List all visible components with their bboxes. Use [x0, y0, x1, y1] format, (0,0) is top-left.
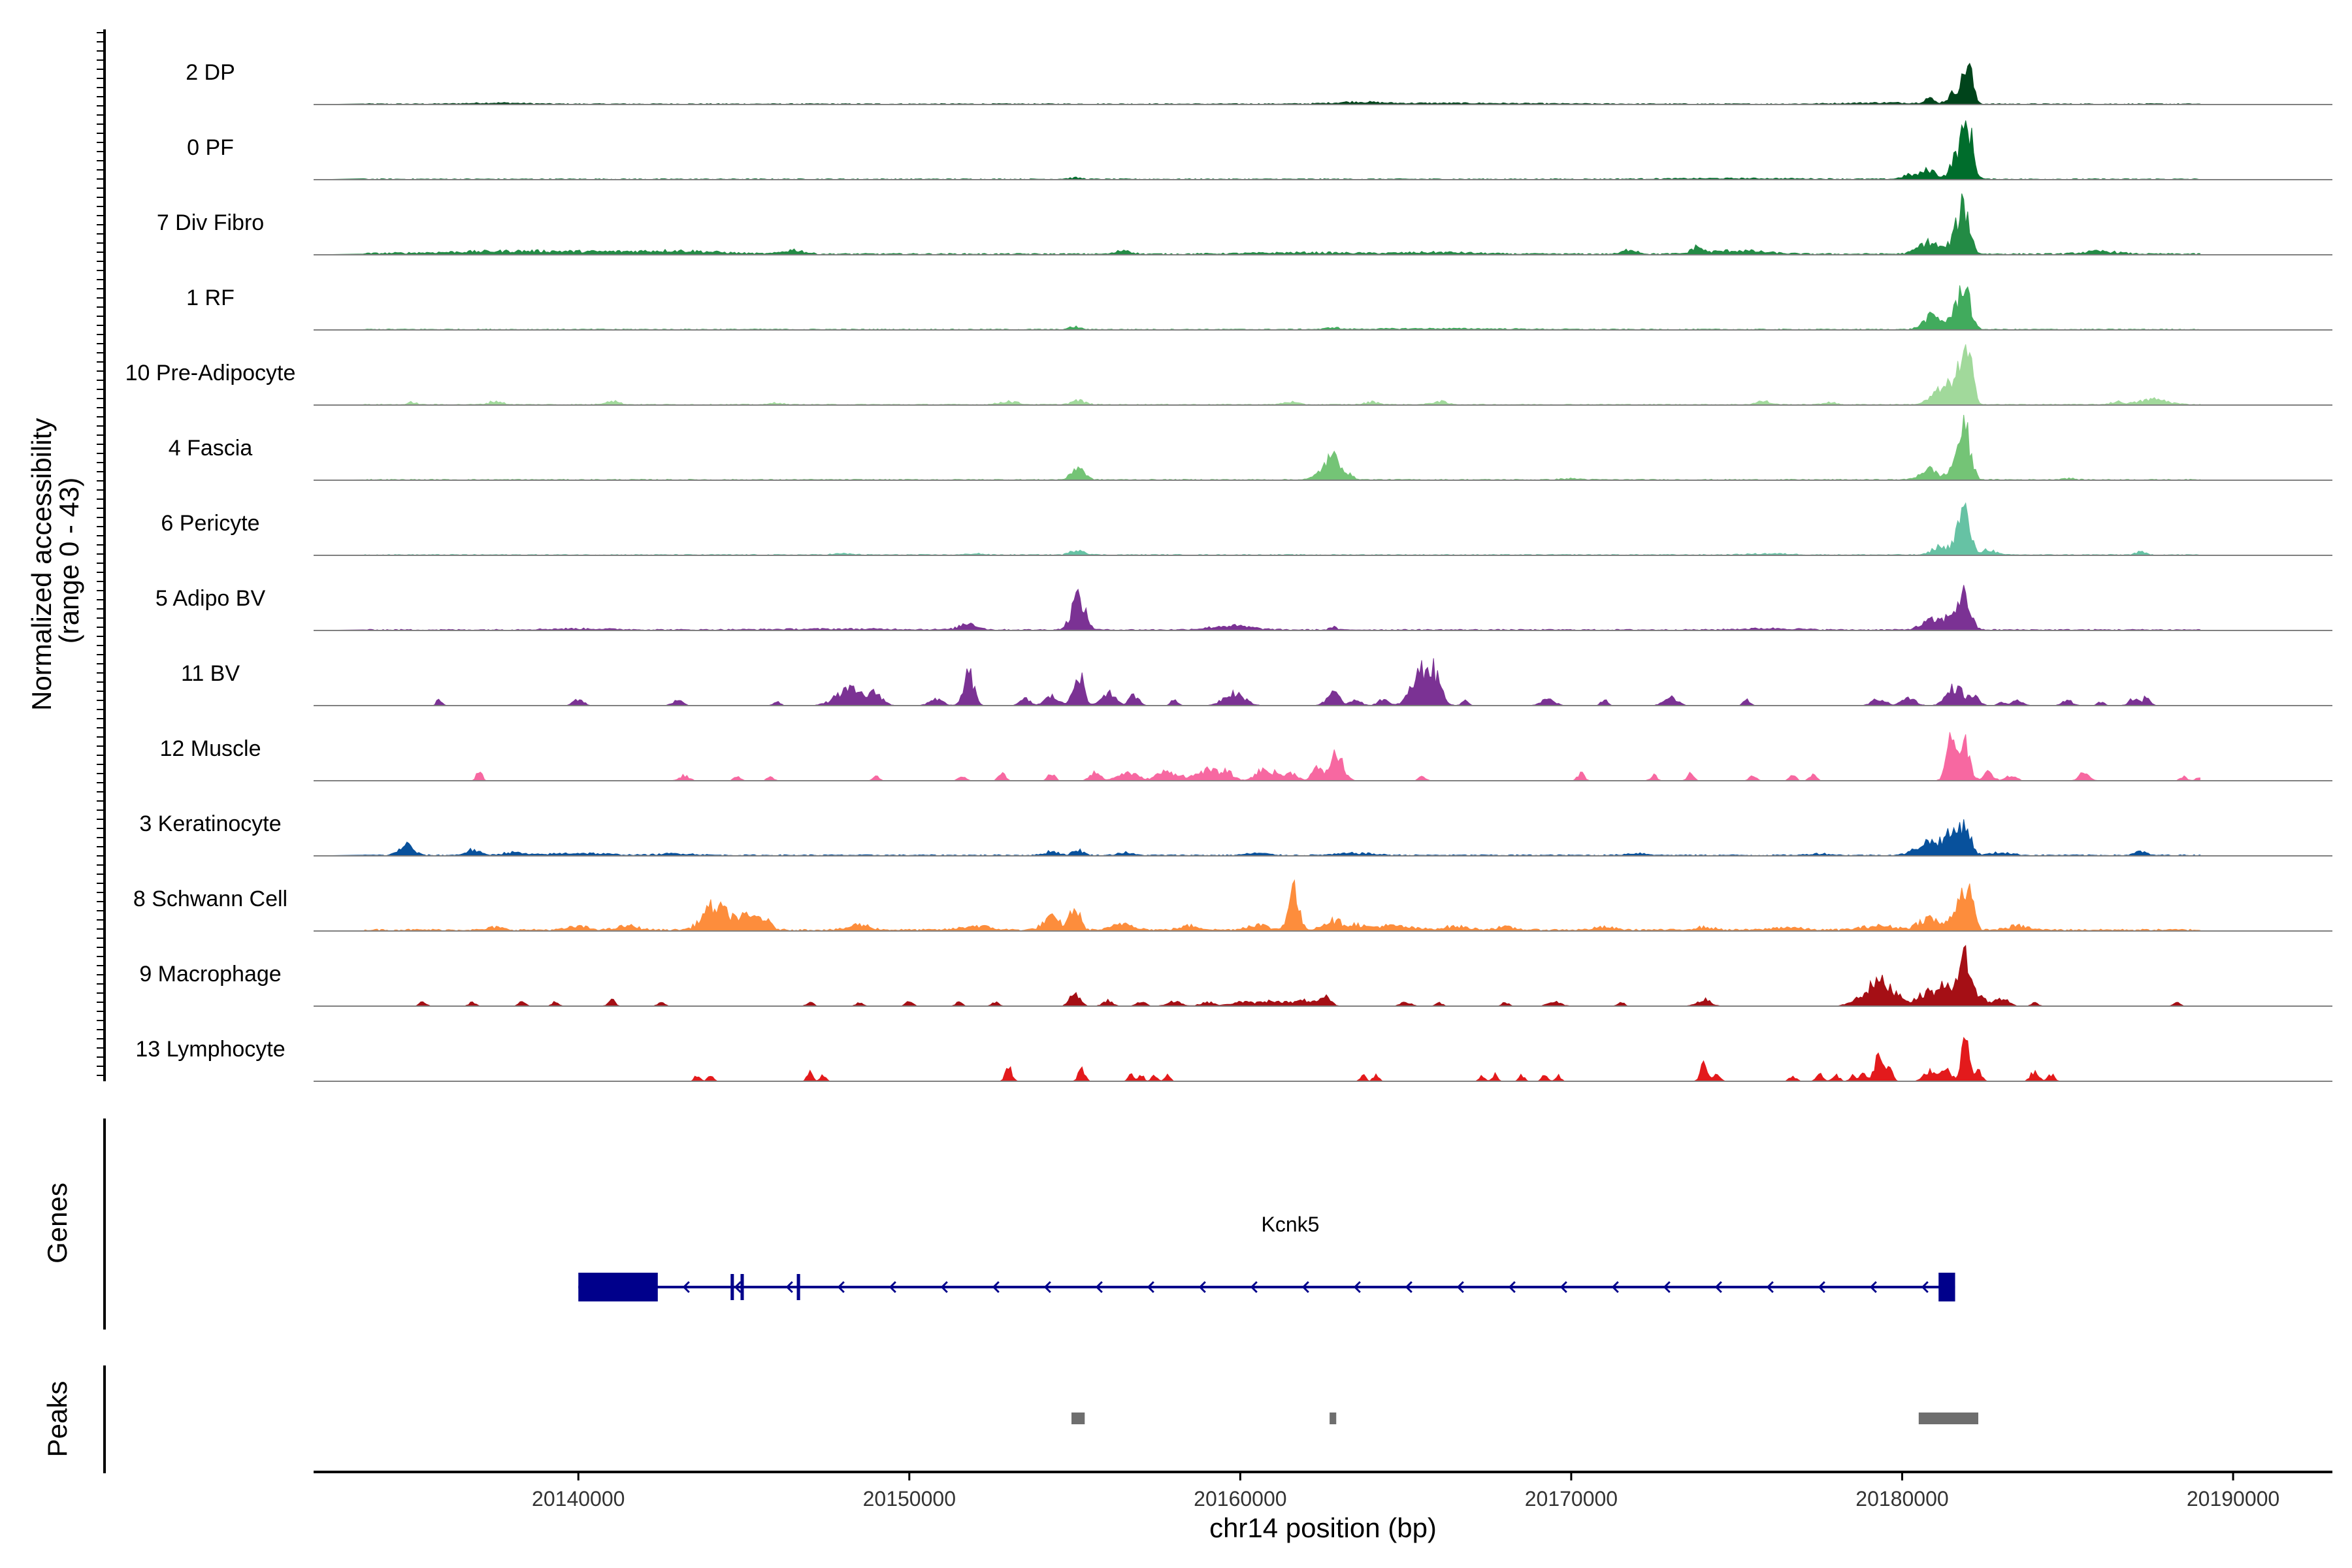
strand-arrow — [1766, 1281, 1774, 1294]
strand-arrow — [1353, 1281, 1361, 1294]
x-axis-title: chr14 position (bp) — [1209, 1512, 1437, 1543]
y-axis-title-line1: Normalized accessibility — [26, 418, 57, 711]
coverage-area-track-13 — [314, 945, 2200, 1007]
track-12 — [314, 879, 2332, 932]
track-label-2: 0 PF — [187, 135, 234, 160]
x-tick-label: 20170000 — [1525, 1487, 1618, 1511]
x-tick-label: 20140000 — [532, 1487, 625, 1511]
strand-arrow — [1663, 1281, 1671, 1294]
track-10 — [314, 732, 2332, 781]
y-axis-title: Normalized accessibility (range 0 - 43) — [26, 410, 84, 711]
coverage-area-track-1 — [313, 62, 2200, 105]
track-6 — [313, 414, 2332, 481]
track-label-4: 1 RF — [186, 286, 235, 310]
peak-region-1 — [1071, 1413, 1085, 1424]
strand-arrow — [1508, 1281, 1516, 1294]
track-1 — [313, 62, 2332, 105]
strand-arrow — [1198, 1281, 1206, 1294]
strand-arrow — [992, 1281, 1000, 1294]
strand-arrow — [682, 1281, 690, 1294]
x-axis-ticks: 20140000 20150000 20160000 20170000 20180000… — [532, 1472, 2279, 1511]
peak-region-2 — [1330, 1413, 1337, 1424]
strand-arrow — [1560, 1281, 1567, 1294]
strand-arrow — [1301, 1281, 1309, 1294]
coverage-area-track-9 — [314, 658, 2200, 706]
strand-arrow — [1921, 1281, 1929, 1294]
coverage-area-track-4 — [313, 285, 2200, 331]
strand-arrow — [1818, 1281, 1825, 1294]
track-label-7: 6 Pericyte — [161, 511, 259, 536]
strand-arrow — [940, 1281, 948, 1294]
track-label-10: 12 Muscle — [160, 736, 261, 761]
y-axis-title-line2: (range 0 - 43) — [54, 478, 84, 644]
track-7 — [314, 502, 2332, 556]
track-label-6: 4 Fascia — [169, 436, 253, 461]
strand-arrow — [837, 1281, 845, 1294]
track-label-13: 9 Macrophage — [139, 962, 281, 987]
strand-arrow — [1456, 1281, 1464, 1294]
strand-arrow — [734, 1281, 742, 1294]
gene-name-label: Kcnk5 — [1262, 1213, 1320, 1236]
track-8 — [313, 585, 2332, 631]
gene-exon-4 — [796, 1274, 800, 1300]
strand-arrow — [1869, 1281, 1877, 1294]
strand-arrow — [1043, 1281, 1051, 1294]
track-4 — [313, 285, 2332, 331]
coverage-y-axis-ticks — [97, 32, 105, 1076]
coverage-tracks — [313, 62, 2332, 1082]
strand-arrow — [1095, 1281, 1103, 1294]
track-label-11: 3 Keratinocyte — [139, 811, 281, 836]
peaks-panel-title: Peaks — [42, 1381, 73, 1458]
track-label-3: 7 Div Fibro — [157, 210, 264, 235]
track-label-12: 8 Schwann Cell — [133, 887, 287, 911]
x-tick-label: 20160000 — [1194, 1487, 1286, 1511]
track-labels: 2 DP 0 PF 7 Div Fibro 1 RF 10 Pre-Adipocyte 4… — [125, 60, 296, 1062]
coverage-area-track-5 — [313, 344, 2200, 406]
x-tick-label: 20180000 — [1855, 1487, 1948, 1511]
track-label-14: 13 Lymphocyte — [135, 1037, 285, 1062]
track-2 — [313, 120, 2332, 180]
track-3 — [313, 193, 2332, 255]
genes-panel-title: Genes — [42, 1183, 73, 1264]
strand-arrow — [1147, 1281, 1154, 1294]
gene-exon-1 — [578, 1273, 658, 1301]
track-11 — [313, 819, 2332, 857]
strand-arrow — [1405, 1281, 1413, 1294]
track-9 — [314, 658, 2332, 706]
gene-exon-2 — [730, 1274, 734, 1300]
strand-arrow — [889, 1281, 896, 1294]
track-13 — [314, 945, 2332, 1007]
strand-arrow — [1611, 1281, 1619, 1294]
coverage-area-track-12 — [314, 879, 2200, 932]
track-5 — [313, 344, 2332, 406]
track-label-5: 10 Pre-Adipocyte — [125, 361, 296, 385]
coverage-area-track-7 — [314, 502, 2200, 556]
coverage-area-track-3 — [313, 193, 2200, 255]
peak-regions — [1071, 1413, 1978, 1424]
track-label-9: 11 BV — [181, 661, 240, 686]
track-14 — [314, 1037, 2332, 1082]
strand-arrow — [785, 1281, 793, 1294]
x-tick-label: 20150000 — [863, 1487, 956, 1511]
coverage-area-track-11 — [313, 819, 2200, 857]
coverage-area-track-14 — [314, 1037, 2200, 1082]
coverage-area-track-10 — [314, 732, 2200, 781]
strand-arrow — [1250, 1281, 1258, 1294]
coverage-area-track-6 — [313, 414, 2200, 481]
coverage-area-track-8 — [313, 585, 2200, 631]
track-label-8: 5 Adipo BV — [155, 586, 266, 611]
coverage-area-track-2 — [313, 120, 2200, 180]
gene-model — [578, 1273, 1955, 1301]
x-tick-label: 20190000 — [2187, 1487, 2279, 1511]
gene-exon-3 — [740, 1274, 744, 1300]
peak-region-3 — [1918, 1413, 1978, 1424]
track-label-1: 2 DP — [186, 60, 235, 85]
strand-arrow — [1714, 1281, 1722, 1294]
gene-exon-5 — [1938, 1273, 1955, 1301]
